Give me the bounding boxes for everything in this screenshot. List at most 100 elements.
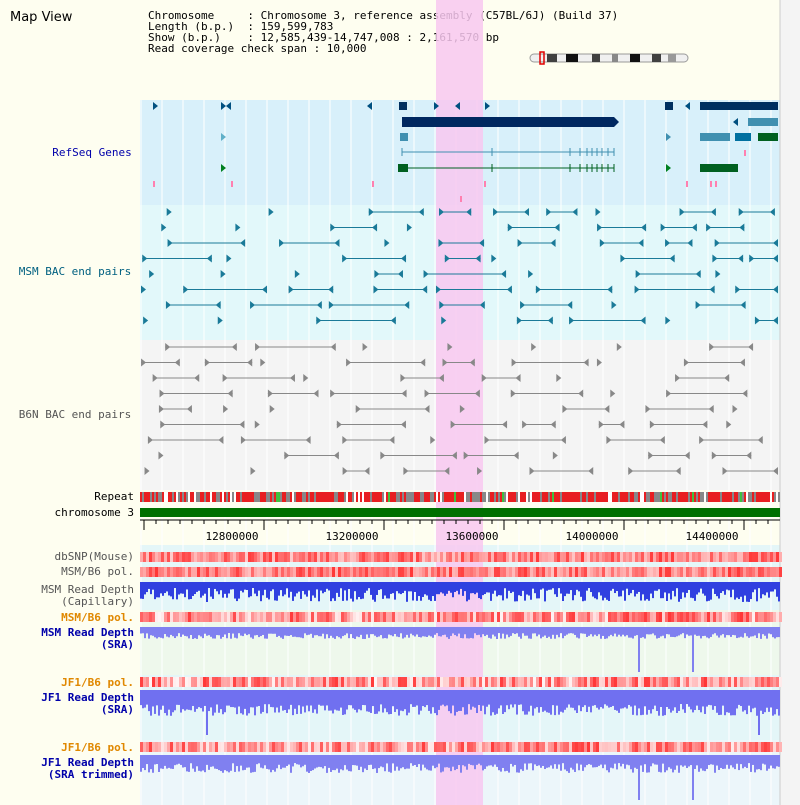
bac-end-icon[interactable] bbox=[442, 358, 448, 367]
bac-end-icon[interactable] bbox=[218, 436, 224, 444]
gene-arrow-icon[interactable] bbox=[614, 117, 619, 127]
bac-end-icon[interactable] bbox=[749, 254, 755, 263]
bac-end-icon[interactable] bbox=[638, 239, 644, 247]
bac-end-icon[interactable] bbox=[598, 420, 604, 429]
bac-end-icon[interactable] bbox=[439, 301, 445, 309]
bac-end-icon[interactable] bbox=[269, 405, 275, 413]
bac-end-icon[interactable] bbox=[260, 358, 266, 367]
bac-end-icon[interactable] bbox=[330, 223, 336, 232]
bac-end-icon[interactable] bbox=[665, 316, 671, 325]
bac-end-icon[interactable] bbox=[710, 208, 716, 216]
bac-end-icon[interactable] bbox=[250, 467, 256, 475]
bac-end-icon[interactable] bbox=[262, 285, 268, 294]
bac-end-icon[interactable] bbox=[491, 254, 497, 263]
bac-end-icon[interactable] bbox=[451, 451, 457, 460]
gene-arrow-icon[interactable] bbox=[153, 102, 158, 110]
bac-end-icon[interactable] bbox=[684, 451, 690, 460]
bac-end-icon[interactable] bbox=[289, 374, 295, 382]
msm-bac-end-pairs[interactable] bbox=[140, 208, 778, 325]
bac-end-icon[interactable] bbox=[569, 316, 575, 325]
bac-end-icon[interactable] bbox=[316, 316, 322, 325]
bac-end-icon[interactable] bbox=[550, 420, 556, 429]
bac-end-icon[interactable] bbox=[641, 223, 647, 232]
bac-end-icon[interactable] bbox=[165, 343, 171, 351]
gene-arrow-icon[interactable] bbox=[221, 133, 226, 141]
bac-end-icon[interactable] bbox=[742, 389, 748, 398]
bac-end-icon[interactable] bbox=[715, 270, 721, 278]
bac-end-icon[interactable] bbox=[235, 223, 241, 232]
refseq-genes[interactable] bbox=[153, 102, 778, 202]
bac-end-icon[interactable] bbox=[666, 389, 672, 398]
bac-end-icon[interactable] bbox=[305, 436, 311, 444]
gene-arrow-icon[interactable] bbox=[434, 102, 439, 110]
bac-end-icon[interactable] bbox=[554, 223, 560, 232]
bac-end-icon[interactable] bbox=[712, 254, 718, 263]
bac-end-icon[interactable] bbox=[284, 451, 290, 460]
msm-bac-track-label[interactable]: MSM BAC end pairs bbox=[19, 265, 132, 278]
bac-end-icon[interactable] bbox=[645, 405, 651, 413]
bac-end-icon[interactable] bbox=[739, 223, 745, 232]
bac-end-icon[interactable] bbox=[450, 420, 456, 429]
bac-end-icon[interactable] bbox=[422, 285, 428, 294]
bac-end-icon[interactable] bbox=[222, 374, 228, 382]
gene-arrow-icon[interactable] bbox=[221, 164, 226, 172]
bac-end-icon[interactable] bbox=[303, 374, 309, 382]
bac-end-icon[interactable] bbox=[390, 316, 396, 325]
bac-end-icon[interactable] bbox=[161, 223, 167, 232]
bac-end-icon[interactable] bbox=[610, 389, 616, 398]
bac-end-icon[interactable] bbox=[380, 451, 386, 460]
bac-end-icon[interactable] bbox=[611, 301, 617, 309]
bac-end-icon[interactable] bbox=[160, 420, 166, 429]
bac-end-icon[interactable] bbox=[142, 254, 148, 263]
b6n-bac-end-pairs[interactable] bbox=[141, 343, 778, 475]
bac-end-icon[interactable] bbox=[368, 208, 374, 216]
bac-end-icon[interactable] bbox=[738, 208, 744, 216]
bac-end-icon[interactable] bbox=[711, 451, 717, 460]
bac-end-icon[interactable] bbox=[227, 389, 233, 398]
bac-end-icon[interactable] bbox=[740, 301, 746, 309]
bac-end-icon[interactable] bbox=[597, 223, 603, 232]
bac-end-icon[interactable] bbox=[562, 405, 568, 413]
bac-end-icon[interactable] bbox=[517, 239, 523, 247]
bac-end-icon[interactable] bbox=[364, 467, 370, 475]
bac-end-icon[interactable] bbox=[735, 285, 741, 294]
bac-end-icon[interactable] bbox=[708, 405, 714, 413]
bac-end-icon[interactable] bbox=[140, 285, 146, 294]
bac-end-icon[interactable] bbox=[724, 374, 730, 382]
bac-end-icon[interactable] bbox=[174, 358, 180, 367]
bac-end-icon[interactable] bbox=[524, 208, 530, 216]
bac-end-icon[interactable] bbox=[722, 467, 728, 475]
bac-end-icon[interactable] bbox=[665, 239, 671, 247]
bac-end-icon[interactable] bbox=[250, 301, 256, 309]
bac-end-icon[interactable] bbox=[687, 239, 693, 247]
bac-end-icon[interactable] bbox=[596, 358, 602, 367]
bac-end-icon[interactable] bbox=[739, 358, 745, 367]
bac-end-icon[interactable] bbox=[158, 405, 164, 413]
bac-end-icon[interactable] bbox=[406, 223, 412, 232]
gene-arrow-icon[interactable] bbox=[226, 102, 231, 110]
bac-end-icon[interactable] bbox=[709, 343, 715, 351]
bac-end-icon[interactable] bbox=[167, 239, 173, 247]
bac-end-icon[interactable] bbox=[556, 374, 562, 382]
bac-end-icon[interactable] bbox=[372, 223, 378, 232]
bac-end-icon[interactable] bbox=[469, 358, 475, 367]
bac-end-icon[interactable] bbox=[401, 254, 407, 263]
gene-block[interactable] bbox=[735, 133, 751, 141]
gene-arrow-icon[interactable] bbox=[685, 102, 690, 110]
bac-end-icon[interactable] bbox=[430, 436, 436, 444]
gene-arrow-icon[interactable] bbox=[733, 118, 738, 126]
bac-end-icon[interactable] bbox=[510, 389, 516, 398]
bac-end-icon[interactable] bbox=[607, 285, 613, 294]
bac-end-icon[interactable] bbox=[404, 301, 410, 309]
gene-block[interactable] bbox=[665, 102, 673, 110]
bac-end-icon[interactable] bbox=[330, 389, 336, 398]
bac-end-icon[interactable] bbox=[709, 285, 715, 294]
bac-end-icon[interactable] bbox=[520, 301, 526, 309]
bac-end-icon[interactable] bbox=[403, 467, 409, 475]
bac-end-icon[interactable] bbox=[769, 208, 775, 216]
bac-end-icon[interactable] bbox=[695, 270, 701, 278]
bac-end-icon[interactable] bbox=[547, 316, 553, 325]
bac-end-icon[interactable] bbox=[619, 420, 625, 429]
bac-end-icon[interactable] bbox=[754, 316, 760, 325]
gene-arrow-icon[interactable] bbox=[221, 102, 226, 110]
